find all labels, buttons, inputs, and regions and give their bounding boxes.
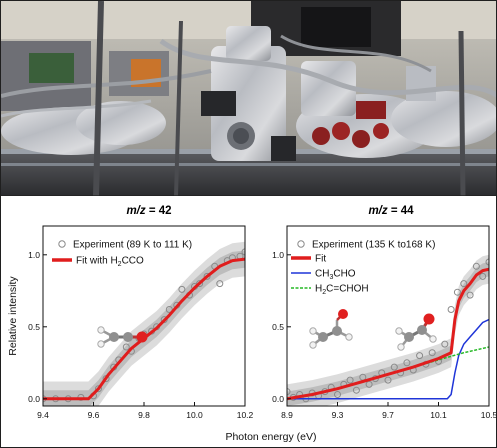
- legend-h2cchoh-a: H: [315, 284, 322, 295]
- legend-fit-left-a: Fit with H: [76, 256, 118, 267]
- legend-ch3cho-a: CH: [315, 269, 329, 280]
- uncertainty-band: [287, 254, 489, 406]
- x-tick-label: 10.5: [481, 410, 497, 420]
- data-point: [216, 280, 224, 288]
- legend-fit-left-sub: 2: [118, 261, 122, 268]
- y-tick-label: 0.5: [272, 322, 284, 332]
- acetaldehyde-molecule-icon: [395, 313, 437, 351]
- data-point: [441, 340, 449, 348]
- x-axis-label: Photon energy (eV): [225, 431, 316, 443]
- x-tick-label: 10.0: [186, 410, 203, 420]
- vinyl-alcohol-molecule-icon: [309, 309, 353, 349]
- legend-ch3cho-b: CHO: [333, 269, 355, 280]
- data-point: [352, 386, 360, 394]
- x-tick-label: 10.1: [430, 410, 447, 420]
- left-title-prefix: m/z: [126, 205, 145, 217]
- legend-experiment-right: Experiment (135 K to168 K): [312, 240, 435, 251]
- fit-line: [287, 267, 489, 401]
- right-legend: Experiment (135 K to168 K) Fit CH3CHO H2…: [291, 240, 435, 297]
- series-line-ch3cho: [287, 318, 489, 400]
- data-point: [122, 343, 130, 351]
- data-point: [472, 262, 480, 270]
- data-point: [165, 306, 173, 313]
- data-point: [241, 248, 245, 256]
- legend-marker-icon: [297, 240, 305, 248]
- data-point: [428, 349, 436, 357]
- plot-area: [287, 254, 489, 406]
- right-panel: 8.9 9.3 9.7 10.1 10.5 0.0 0.5 1.0: [272, 225, 497, 420]
- data-point: [416, 352, 424, 360]
- legend-fit-right: Fit: [315, 254, 326, 265]
- data-point: [453, 288, 461, 296]
- y-tick-label: 1.0: [28, 250, 40, 260]
- data-point: [390, 363, 398, 371]
- x-tick-label: 9.4: [37, 410, 49, 420]
- left-panel-title: m/z = 42: [126, 205, 171, 217]
- plot-area: [43, 241, 245, 406]
- data-point: [403, 359, 411, 367]
- legend-h2cchoh-sub: 2: [322, 289, 326, 296]
- data-point: [460, 280, 468, 288]
- right-title-value: = 44: [388, 205, 415, 217]
- data-point: [334, 391, 341, 398]
- plot-frame: [42, 225, 246, 407]
- data-point: [95, 385, 102, 393]
- data-point: [466, 291, 474, 299]
- y-tick-label: 0.0: [28, 394, 40, 404]
- x-tick-label: 9.7: [382, 410, 394, 420]
- legend-ch3cho: CH3CHO: [315, 269, 356, 282]
- data-point: [365, 380, 373, 388]
- ketene-molecule-icon: [97, 326, 148, 348]
- left-title-value: = 42: [146, 205, 172, 217]
- y-tick-label: 0.5: [28, 322, 40, 332]
- right-title-prefix: m/z: [368, 205, 387, 217]
- spectra-plots: m/z = 42 m/z = 44 Relative intensity Pho…: [7, 205, 497, 443]
- legend-experiment-left: Experiment (89 K to 111 K): [73, 240, 192, 251]
- left-panel: 9.4 9.6 9.8 10.0 10.2 0.0 0.5 1.0: [28, 225, 254, 420]
- legend-fit-left-b: CCO: [122, 256, 144, 267]
- apparatus-photo: [1, 1, 496, 196]
- data-point: [287, 388, 291, 396]
- legend-h2cchoh-b: C=CHOH: [326, 284, 369, 295]
- legend-ch3cho-sub: 3: [329, 274, 333, 281]
- data-point: [346, 376, 354, 384]
- data-point: [196, 280, 204, 288]
- data-point: [203, 272, 211, 280]
- x-tick-label: 8.9: [281, 410, 293, 420]
- x-tick-label: 9.8: [138, 410, 150, 420]
- fit-line: [43, 257, 245, 401]
- y-axis-label: Relative intensity: [7, 276, 19, 356]
- data-point: [384, 376, 392, 384]
- data-point: [479, 272, 487, 280]
- legend-marker-icon: [58, 240, 66, 248]
- legend-h2cchoh: H2C=CHOH: [315, 284, 369, 297]
- legend-fit-left: Fit with H2CCO: [76, 256, 144, 269]
- data-point: [178, 285, 186, 293]
- left-legend: Experiment (89 K to 111 K) Fit with H2CC…: [52, 240, 192, 269]
- x-tick-label: 9.3: [332, 410, 344, 420]
- data-point: [485, 258, 489, 266]
- y-tick-label: 0.0: [272, 394, 284, 404]
- right-panel-title: m/z = 44: [368, 205, 414, 217]
- x-tick-label: 10.2: [237, 410, 254, 420]
- x-tick-label: 9.6: [88, 410, 100, 420]
- data-point: [447, 306, 455, 313]
- y-tick-label: 1.0: [272, 250, 284, 260]
